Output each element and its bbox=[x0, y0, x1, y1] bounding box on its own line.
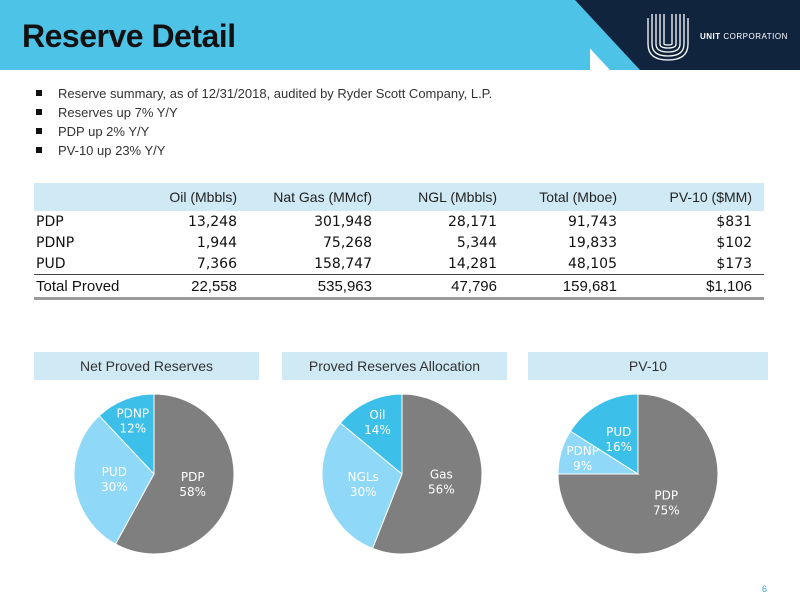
table-cell: 13,248 bbox=[188, 213, 237, 230]
table-cell: 22,558 bbox=[134, 274, 249, 300]
page-title: Reserve Detail bbox=[22, 18, 236, 54]
page-number: 6 bbox=[762, 584, 768, 594]
pie-title-pv10: PV-10 bbox=[528, 352, 768, 380]
table-cell: 91,743 bbox=[568, 213, 617, 230]
header-stripe bbox=[545, 0, 640, 70]
pie-slice-label: 12% bbox=[119, 421, 146, 435]
pie-slice-label: 30% bbox=[350, 485, 377, 499]
table-header-row: Oil (Mbbls) Nat Gas (MMcf) NGL (Mbbls) T… bbox=[34, 183, 764, 211]
pie-slice-label: 9% bbox=[573, 459, 592, 473]
table-cell: 48,105 bbox=[568, 255, 617, 272]
table-cell: $831 bbox=[716, 213, 752, 230]
column-header bbox=[34, 183, 134, 211]
table-total-row: Total Proved 22,558 535,963 47,796 159,6… bbox=[34, 274, 764, 300]
header-blue-band bbox=[0, 0, 590, 70]
pie-slice-name: PDP bbox=[654, 488, 678, 502]
table-cell: 75,268 bbox=[323, 234, 372, 251]
pie-slice-name: PUD bbox=[102, 465, 127, 479]
table-cell: 158,747 bbox=[314, 255, 372, 272]
bullet-item: PDP up 2% Y/Y bbox=[36, 122, 492, 141]
pie-title-net-proved: Net Proved Reserves bbox=[34, 352, 259, 380]
pie-slice-name: PDNP bbox=[116, 406, 149, 420]
header-bar bbox=[0, 0, 800, 70]
table-cell: 28,171 bbox=[448, 213, 497, 230]
bullet-item: PV-10 up 23% Y/Y bbox=[36, 141, 492, 160]
pie-slice-gas bbox=[371, 393, 483, 555]
table-row: PDP 13,248 301,948 28,171 91,743 $831 bbox=[34, 211, 764, 232]
table-cell: 159,681 bbox=[509, 274, 629, 300]
unit-logo-icon bbox=[647, 14, 689, 61]
row-label: PUD bbox=[36, 255, 66, 272]
table-row: PDNP 1,944 75,268 5,344 19,833 $102 bbox=[34, 232, 764, 253]
pie-slice-name: PUD bbox=[606, 425, 631, 439]
reserves-table: Oil (Mbbls) Nat Gas (MMcf) NGL (Mbbls) T… bbox=[34, 183, 764, 300]
pie-slice-name: PDNP bbox=[566, 444, 599, 458]
summary-bullets: Reserve summary, as of 12/31/2018, audit… bbox=[36, 84, 492, 160]
pie-slice-pdp bbox=[114, 393, 235, 555]
pie-slice-pud bbox=[569, 393, 639, 475]
table-cell: 47,796 bbox=[384, 274, 509, 300]
pie-slice-name: PDP bbox=[181, 470, 205, 484]
table-cell: 14,281 bbox=[448, 255, 497, 272]
column-header: Total (Mboe) bbox=[509, 183, 629, 211]
company-logo-text: UNIT CORPORATION bbox=[700, 32, 788, 41]
bullet-item: Reserves up 7% Y/Y bbox=[36, 103, 492, 122]
bullet-item: Reserve summary, as of 12/31/2018, audit… bbox=[36, 84, 492, 103]
table-cell: $1,106 bbox=[629, 274, 764, 300]
table-cell: 1,944 bbox=[196, 234, 237, 251]
pie-slice-label: 56% bbox=[428, 482, 455, 496]
pie-slice-oil bbox=[339, 393, 403, 476]
table-cell: $102 bbox=[716, 234, 752, 251]
pie-slice-name: Gas bbox=[430, 467, 453, 481]
column-header: Nat Gas (MMcf) bbox=[249, 183, 384, 211]
table-row: PUD 7,366 158,747 14,281 48,105 $173 bbox=[34, 253, 764, 275]
pie-slice-ngls bbox=[321, 422, 403, 550]
table-cell: 301,948 bbox=[314, 213, 372, 230]
pie-slice-label: 75% bbox=[653, 503, 680, 517]
row-label: Total Proved bbox=[34, 274, 134, 300]
table-cell: 5,344 bbox=[456, 234, 497, 251]
row-label: PDNP bbox=[36, 234, 75, 251]
pie-slice-name: Oil bbox=[369, 408, 385, 422]
table-cell: $173 bbox=[716, 255, 752, 272]
column-header: NGL (Mbbls) bbox=[384, 183, 509, 211]
row-label: PDP bbox=[36, 213, 64, 230]
pie-slice-label: 30% bbox=[101, 480, 128, 494]
pie-title-allocation: Proved Reserves Allocation bbox=[282, 352, 507, 380]
column-header: Oil (Mbbls) bbox=[134, 183, 249, 211]
table-cell: 7,366 bbox=[196, 255, 237, 272]
pie-slice-label: 14% bbox=[364, 423, 391, 437]
table-cell: 19,833 bbox=[568, 234, 617, 251]
pie-slice-label: 58% bbox=[179, 485, 206, 499]
column-header: PV-10 ($MM) bbox=[629, 183, 764, 211]
pie-slice-pdnp bbox=[98, 393, 155, 476]
slide-header: Reserve Detail UNIT CORPORATION bbox=[0, 0, 800, 70]
pie-slice-label: 16% bbox=[605, 440, 632, 454]
pie-slice-pud bbox=[73, 414, 155, 545]
pie-slice-name: NGLs bbox=[348, 470, 379, 484]
table-cell: 535,963 bbox=[249, 274, 384, 300]
